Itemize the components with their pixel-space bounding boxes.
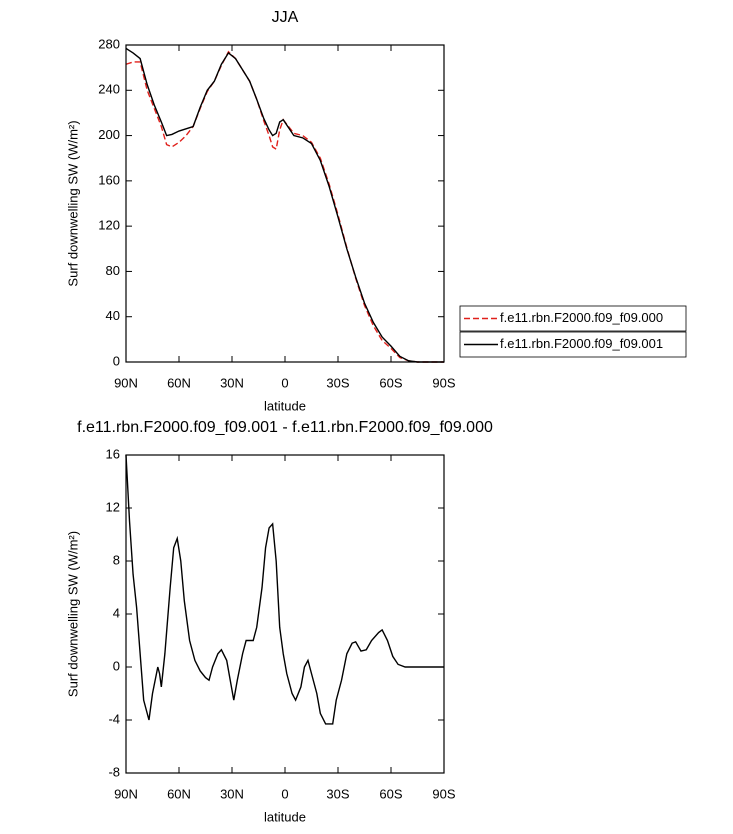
data-line [125,47,444,363]
chart-title: f.e11.rbn.F2000.f09_f09.001 - f.e11.rbn.… [77,419,493,436]
x-tick-label: 30N [220,375,244,390]
x-tick-label: 90N [114,375,138,390]
y-tick-label: 200 [98,127,120,142]
y-tick-label: 40 [106,308,120,323]
x-tick-label: 30N [220,786,244,801]
x-tick-label: 60N [167,786,191,801]
x-tick-label: 90S [432,375,455,390]
data-line [125,50,444,363]
x-axis-label: latitude [264,809,306,824]
chart-title: JJA [272,9,299,26]
y-tick-label: 240 [98,82,120,97]
x-tick-label: 60S [379,375,402,390]
y-tick-label: -4 [108,711,120,726]
x-tick-label: 0 [281,786,288,801]
y-tick-label: 280 [98,36,120,51]
x-tick-label: 0 [281,375,288,390]
y-tick-label: 4 [113,605,120,620]
y-tick-label: 160 [98,172,120,187]
legend-box [459,305,687,332]
y-tick-label: -8 [108,764,120,779]
y-tick-label: 16 [106,446,120,461]
y-tick-label: 0 [113,353,120,368]
x-axis-label: latitude [264,398,306,413]
legend-label: f.e11.rbn.F2000.f09_f09.001 [500,336,663,351]
x-tick-label: 90S [432,786,455,801]
x-tick-label: 30S [326,786,349,801]
data-line [125,454,444,725]
x-tick-label: 60S [379,786,402,801]
y-axis-label: Surf downwelling SW (W/m²) [65,120,80,286]
y-tick-label: 120 [98,218,120,233]
plot-frame [125,44,445,363]
x-tick-label: 60N [167,375,191,390]
legend-label: f.e11.rbn.F2000.f09_f09.000 [500,310,663,325]
y-tick-label: 8 [113,552,120,567]
x-tick-label: 90N [114,786,138,801]
x-tick-label: 30S [326,375,349,390]
plot-frame [125,454,445,774]
y-tick-label: 0 [113,658,120,673]
y-axis-label: Surf downwelling SW (W/m²) [65,531,80,697]
y-tick-label: 80 [106,263,120,278]
y-tick-label: 12 [106,499,120,514]
